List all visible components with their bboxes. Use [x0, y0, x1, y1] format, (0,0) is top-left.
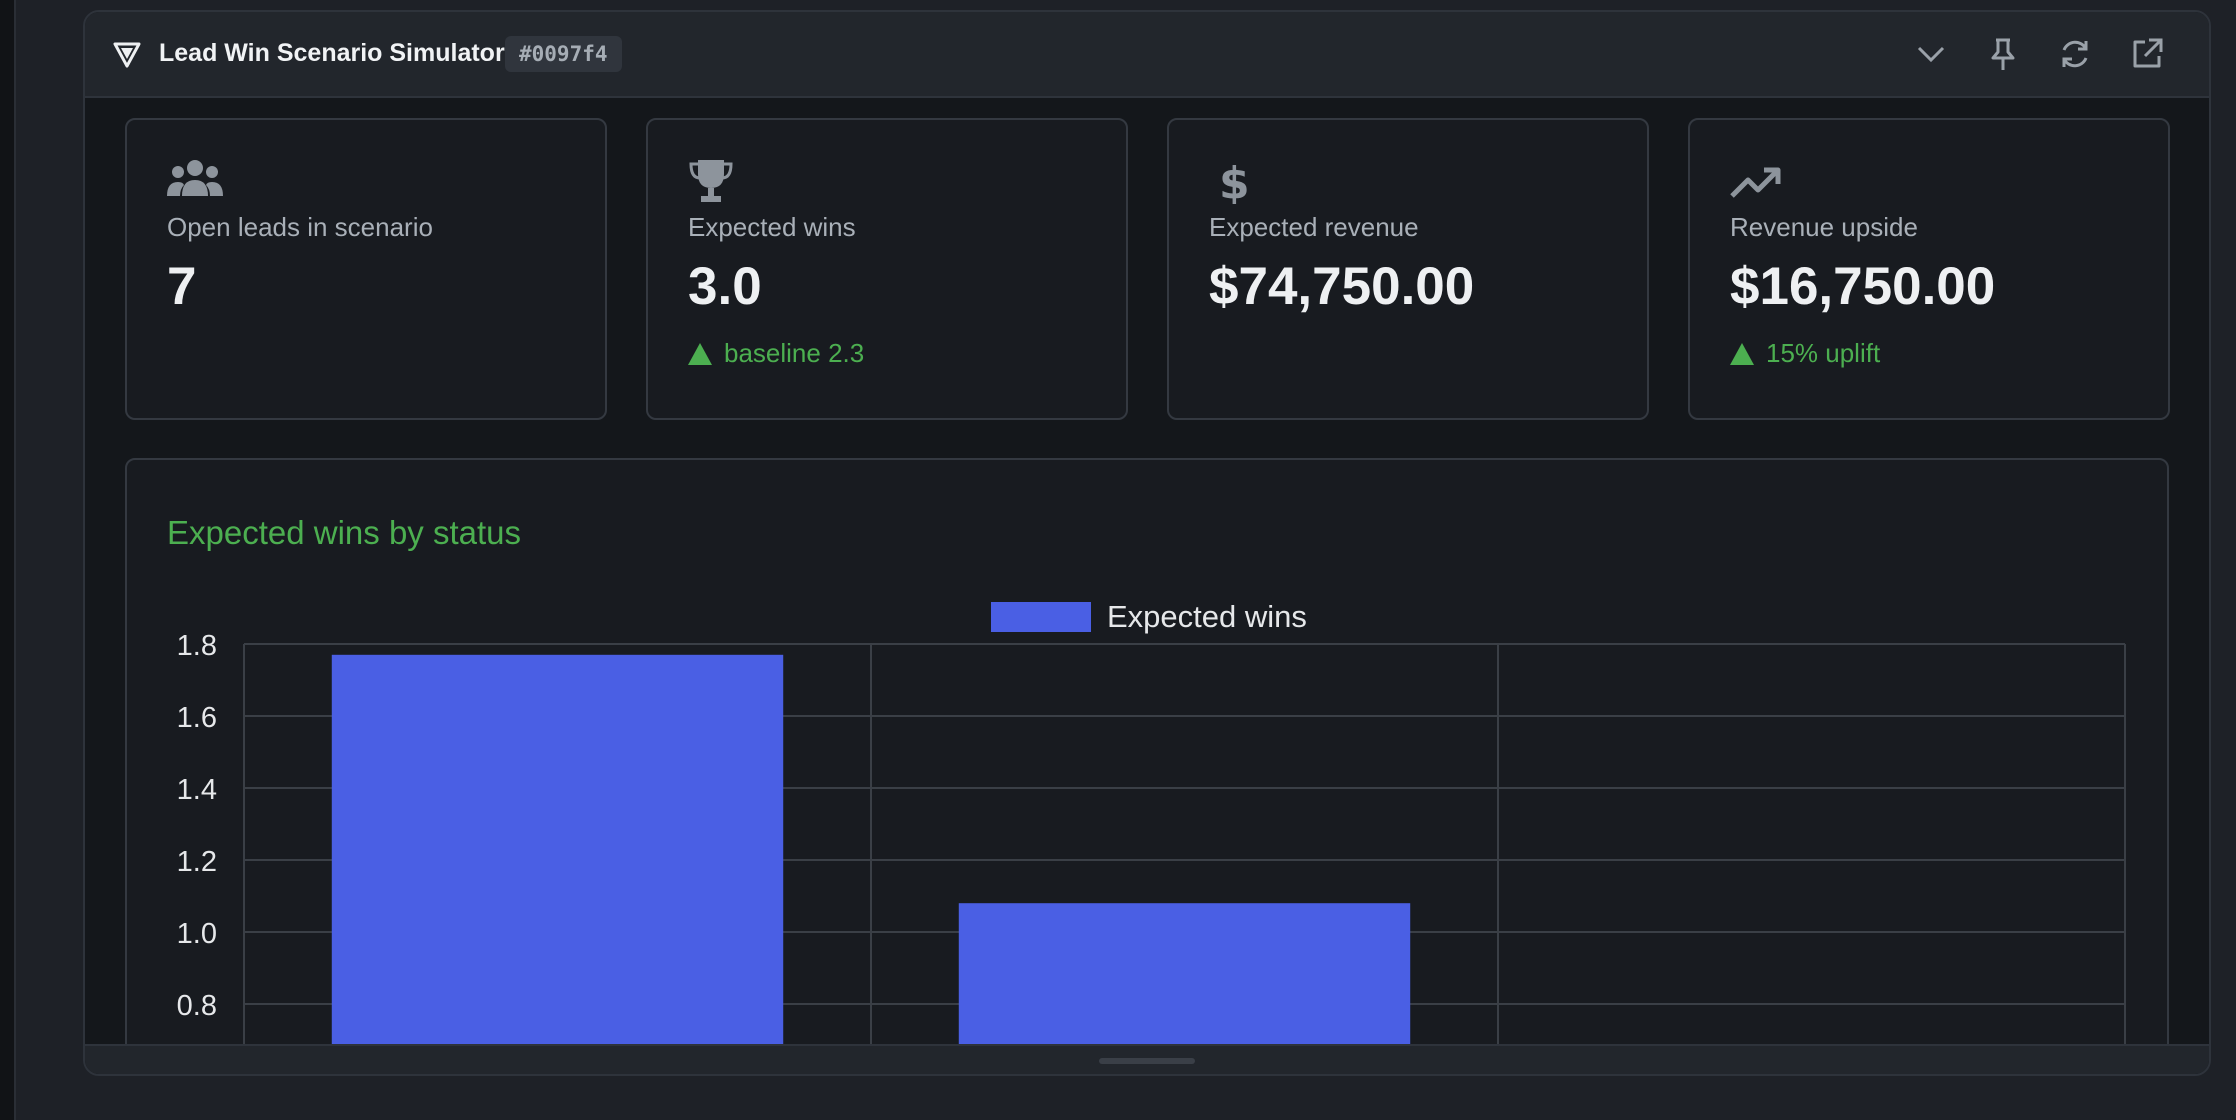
kpi-card-revenue-upside: Revenue upside $16,750.00 15% uplift: [1688, 118, 2170, 420]
trending-up-icon: [1730, 167, 1781, 198]
widget-id-badge: #0097f4: [505, 36, 622, 72]
trophy-icon: [689, 160, 733, 202]
up-arrow-icon: [1730, 342, 1754, 365]
kpi-label: Expected revenue: [1209, 212, 1419, 242]
expected-wins-bar-chart: Expected wins 1.8 1.6 1.4 1.2 1.0 0.8: [177, 599, 2126, 1074]
collapse-button[interactable]: [1911, 34, 1951, 74]
kpi-card-open-leads: Open leads in scenario 7: [125, 118, 607, 420]
y-tick-label: 1.2: [177, 846, 217, 878]
widget-title: Lead Win Scenario Simulator: [159, 39, 505, 67]
kpi-delta-text: 15% uplift: [1766, 338, 1881, 368]
widget-header: Lead Win Scenario Simulator #0097f4: [85, 12, 2209, 98]
scenario-simulator-widget: Lead Win Scenario Simulator #0097f4: [83, 10, 2211, 1076]
kpi-delta-text: baseline 2.3: [724, 338, 865, 368]
chart-title: Expected wins by status: [167, 514, 522, 551]
kpi-delta: baseline 2.3: [688, 338, 864, 369]
kpi-card-expected-revenue: $ Expected revenue $74,750.00: [1167, 118, 1649, 420]
svg-text:$: $: [1219, 158, 1250, 204]
kpi-label: Open leads in scenario: [167, 212, 433, 242]
y-tick-label: 1.8: [177, 630, 217, 662]
bar-expected-wins: [331, 654, 784, 1074]
y-tick-label: 1.6: [177, 702, 217, 734]
kpi-value: $74,750.00: [1209, 257, 1475, 316]
kpi-label: Expected wins: [688, 212, 856, 242]
widget-resize-bar[interactable]: [85, 1044, 2209, 1074]
kpi-card-expected-wins: Expected wins 3.0 baseline 2.3: [646, 118, 1128, 420]
y-tick-label: 1.4: [177, 774, 217, 806]
kpi-label: Revenue upside: [1730, 212, 1918, 242]
pin-icon: [1991, 38, 2015, 70]
app-sidebar-edge: [0, 0, 16, 1120]
legend-label: Expected wins: [1107, 599, 1307, 634]
external-link-icon: [2133, 38, 2163, 68]
pin-button[interactable]: [1983, 34, 2023, 74]
users-icon: [167, 160, 223, 196]
chart-card: Expected wins by status Expected wins 1.8…: [125, 458, 2169, 1074]
kpi-value: $16,750.00: [1730, 257, 1996, 316]
y-tick-label: 0.8: [177, 990, 217, 1022]
refresh-icon: [2062, 40, 2088, 68]
vuetify-logo-icon: [113, 42, 141, 68]
refresh-button[interactable]: [2055, 34, 2095, 74]
kpi-value: 3.0: [688, 257, 762, 316]
resize-grip-handle[interactable]: [1099, 1058, 1195, 1064]
kpi-value: 7: [167, 257, 197, 316]
y-tick-label: 1.0: [177, 918, 217, 950]
chevron-down-icon: [1917, 46, 1945, 63]
up-arrow-icon: [688, 342, 712, 365]
kpi-delta: 15% uplift: [1730, 338, 1880, 369]
legend-swatch: [991, 602, 1091, 632]
dollar-icon: $: [1219, 158, 1250, 204]
open-external-button[interactable]: [2127, 34, 2167, 74]
